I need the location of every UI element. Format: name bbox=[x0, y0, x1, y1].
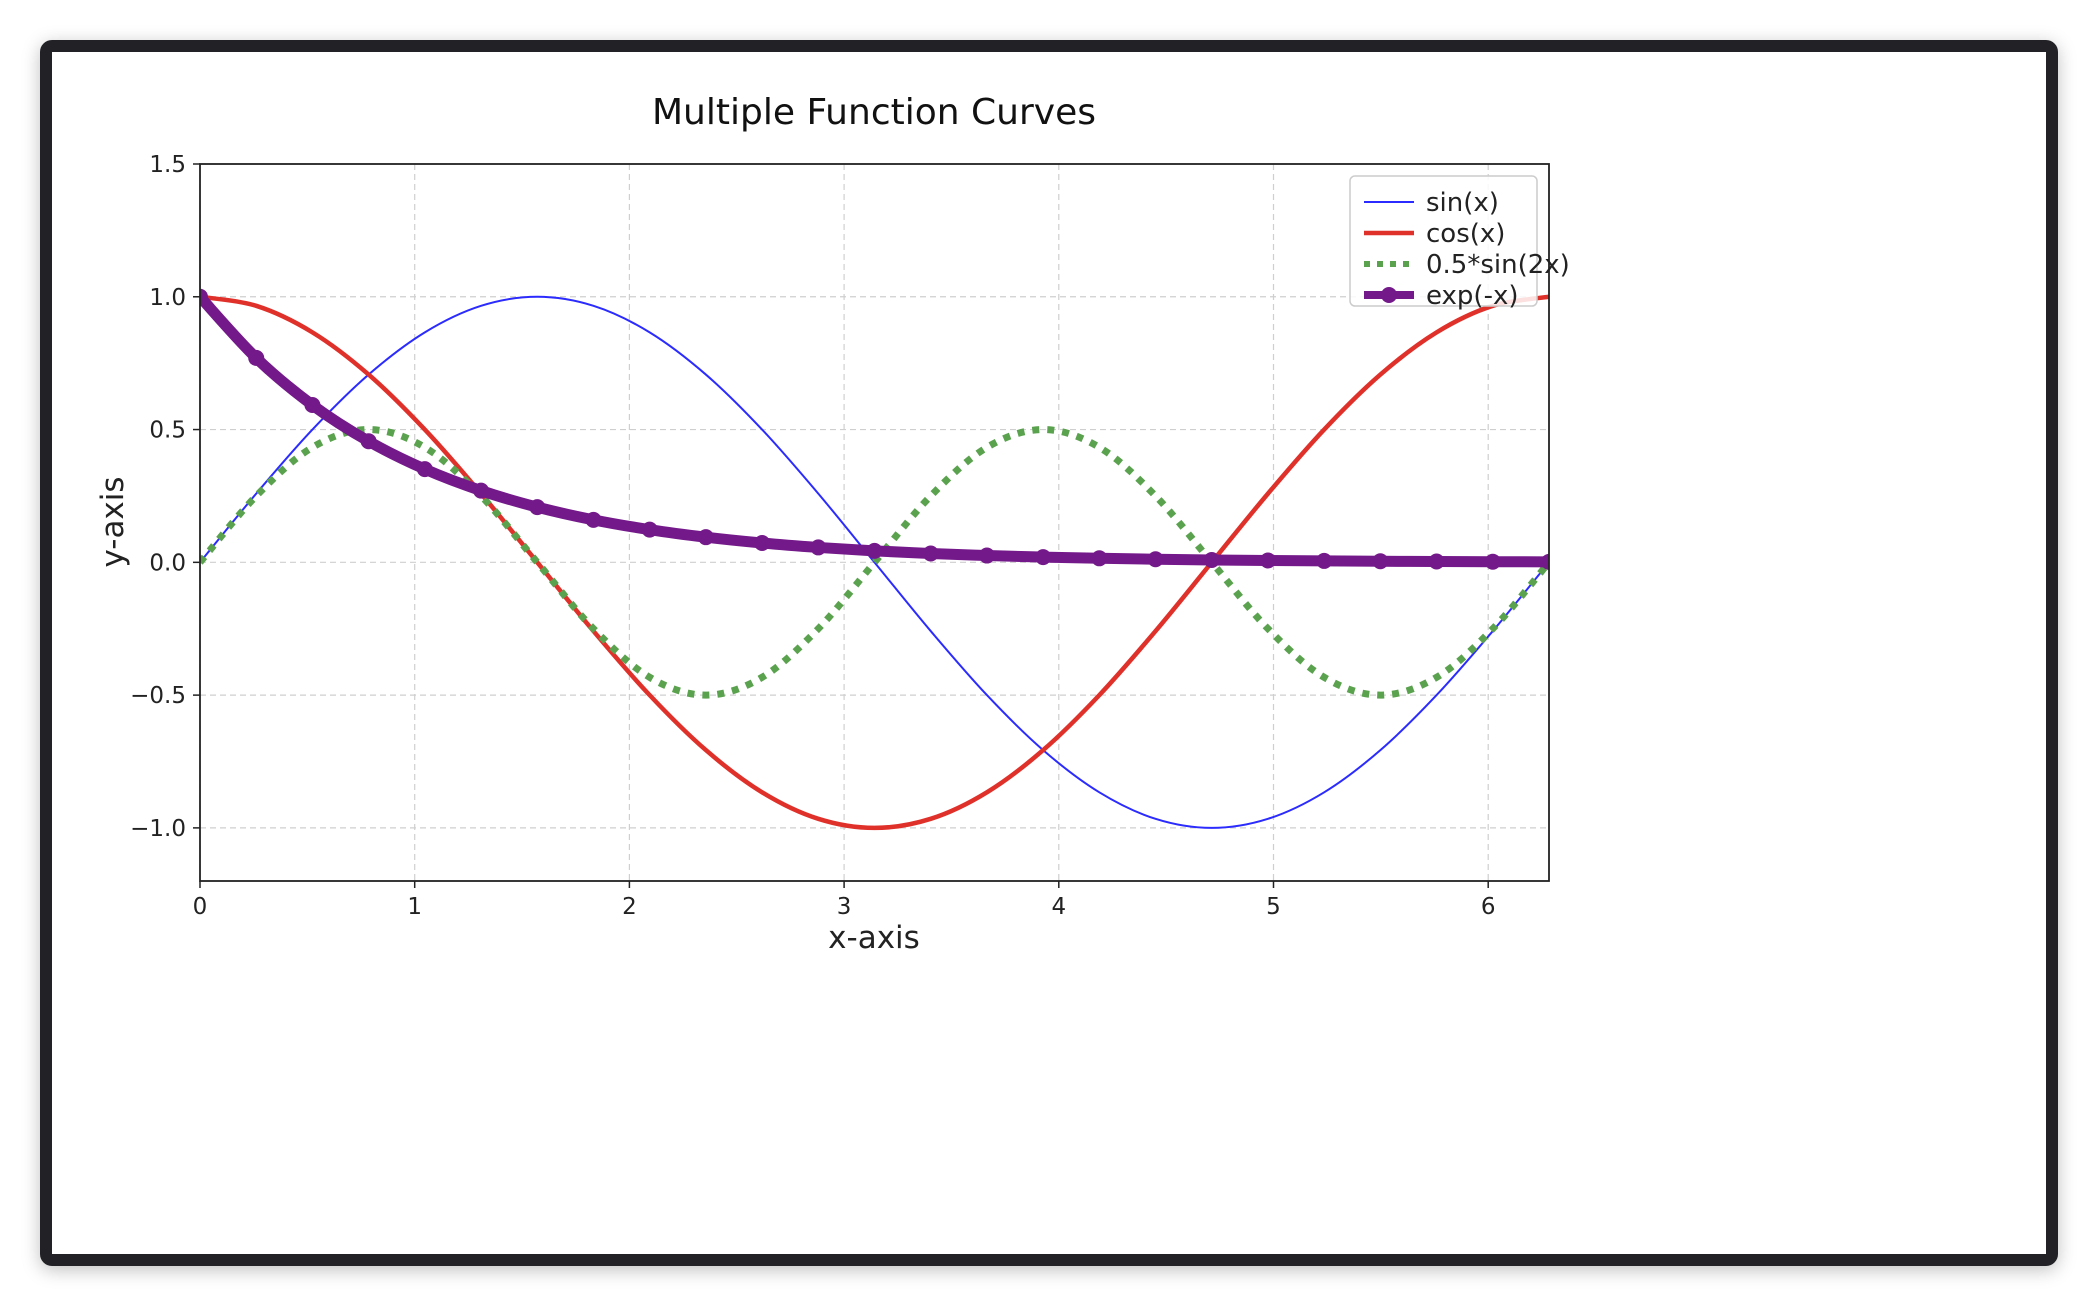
legend-label: 0.5*sin(2x) bbox=[1426, 250, 1570, 280]
data-point-exp-x bbox=[200, 288, 208, 305]
data-point-exp-x bbox=[1484, 553, 1501, 570]
legend: sin(x)cos(x)0.5*sin(2x)exp(-x) bbox=[1349, 175, 1570, 311]
legend-marker-exp-x bbox=[1381, 287, 1397, 303]
tick-layer: 0 1 2 3 4 5 6 −1.0 −0.5 0.0 0.5 1.0 1.5 bbox=[130, 152, 1495, 920]
data-point-exp-x bbox=[360, 433, 377, 450]
x-tick-label: 5 bbox=[1266, 894, 1281, 920]
y-tick-label: 1.5 bbox=[149, 152, 186, 178]
chart-title: Multiple Function Curves bbox=[652, 92, 1096, 133]
data-point-exp-x bbox=[697, 529, 714, 546]
data-point-exp-x bbox=[529, 499, 546, 516]
data-point-exp-x bbox=[1147, 551, 1164, 568]
series-line-sin-x bbox=[200, 295, 1549, 829]
x-tick-label: 2 bbox=[622, 894, 637, 920]
data-point-exp-x bbox=[1316, 552, 1333, 569]
data-point-exp-x bbox=[1428, 553, 1445, 570]
y-tick-label: −0.5 bbox=[130, 683, 186, 709]
y-axis-label: y-axis bbox=[95, 476, 131, 567]
data-point-exp-x bbox=[1203, 551, 1220, 568]
data-point-exp-x bbox=[1259, 552, 1276, 569]
data-point-exp-x bbox=[473, 482, 490, 499]
data-point-exp-x bbox=[1035, 549, 1052, 566]
data-point-exp-x bbox=[866, 542, 883, 559]
plot-background bbox=[200, 164, 1549, 881]
data-point-exp-x bbox=[978, 547, 995, 564]
legend-label: sin(x) bbox=[1426, 188, 1499, 218]
data-point-exp-x bbox=[304, 397, 321, 414]
data-point-exp-x bbox=[248, 349, 265, 366]
data-point-exp-x bbox=[1091, 550, 1108, 567]
series-line-0-5-sin-2x bbox=[200, 426, 1549, 699]
data-point-exp-x bbox=[810, 539, 827, 556]
legend-label: exp(-x) bbox=[1426, 281, 1519, 311]
data-point-exp-x bbox=[922, 545, 939, 562]
plot-frame bbox=[199, 163, 1550, 882]
data-point-exp-x bbox=[754, 534, 771, 551]
y-tick-label: 0.0 bbox=[149, 550, 186, 576]
x-tick-label: 1 bbox=[407, 894, 422, 920]
data-point-exp-x bbox=[1541, 553, 1549, 570]
x-tick-label: 6 bbox=[1481, 894, 1496, 920]
x-tick-label: 4 bbox=[1051, 894, 1066, 920]
data-point-exp-x bbox=[416, 461, 433, 478]
data-point-exp-x bbox=[1372, 553, 1389, 570]
data-point-exp-x bbox=[585, 511, 602, 528]
legend-box bbox=[1349, 175, 1538, 307]
legend-label: cos(x) bbox=[1426, 219, 1505, 249]
y-tick-label: −1.0 bbox=[130, 816, 186, 842]
series-line-cos-x bbox=[200, 294, 1549, 831]
x-tick-label: 3 bbox=[837, 894, 852, 920]
x-axis-label: x-axis bbox=[828, 920, 920, 956]
chart-canvas: 0 1 2 3 4 5 6 −1.0 −0.5 0.0 0.5 1.0 1.5 Multiple Fun… bbox=[95, 92, 1570, 956]
chart-window: 0 1 2 3 4 5 6 −1.0 −0.5 0.0 0.5 1.0 1.5 Multiple Fun… bbox=[40, 40, 2058, 1266]
x-tick-label: 0 bbox=[193, 894, 208, 920]
y-tick-label: 1.0 bbox=[149, 285, 186, 311]
data-point-exp-x bbox=[641, 521, 658, 538]
series-layer bbox=[200, 288, 1549, 831]
y-tick-label: 0.5 bbox=[149, 418, 186, 444]
